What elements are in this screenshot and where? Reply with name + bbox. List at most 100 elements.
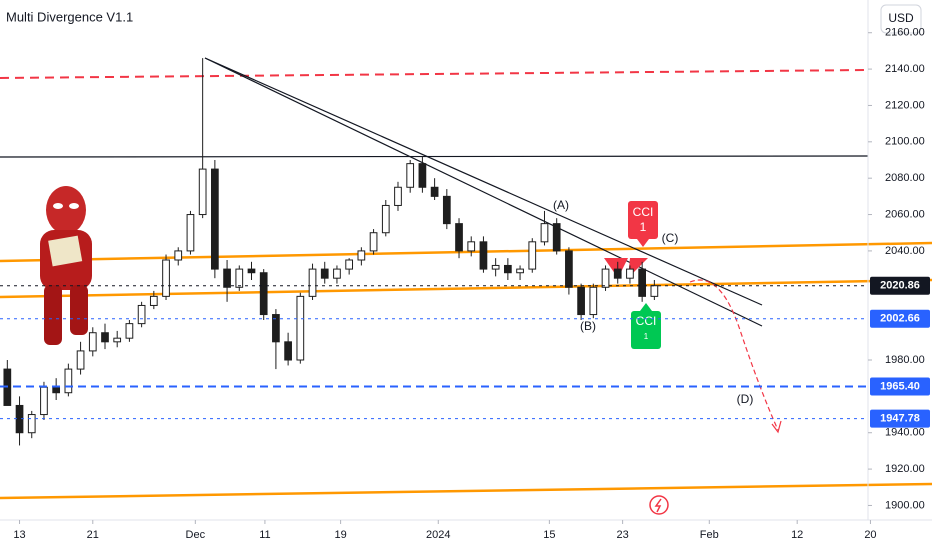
candle-body (369, 232, 378, 252)
candle-body (516, 268, 524, 274)
candle-body (577, 286, 585, 316)
horizontal-line (0, 155, 869, 158)
candle-body (638, 268, 647, 297)
channel-line (0, 482, 932, 500)
currency-button[interactable] (880, 4, 922, 34)
annotation: 1 (640, 220, 647, 234)
candle-body (101, 332, 109, 343)
candle-body (223, 268, 231, 288)
candle-body (272, 314, 280, 343)
cci-signal (631, 311, 661, 349)
candle-body (76, 350, 85, 370)
annotation: (A) (553, 198, 569, 212)
x-tick-label: 21 (87, 529, 99, 541)
projection-arrow (689, 279, 779, 431)
channel-line (0, 241, 932, 263)
candle-body (491, 264, 500, 270)
candle-body (296, 295, 305, 361)
candle-body (455, 223, 463, 252)
annotation: CCI (633, 205, 654, 219)
channel-line (0, 278, 932, 299)
price-label: 1965.40 (880, 380, 920, 392)
candle-body (284, 341, 292, 361)
annotation: (D) (737, 392, 754, 406)
x-tick-label: 15 (543, 529, 555, 541)
candle-body (479, 241, 488, 270)
event-icon-bolt (654, 498, 662, 513)
cci-pointer (637, 239, 649, 247)
price-label: 2020.86 (880, 280, 920, 292)
price-label-box (870, 309, 930, 328)
annotation: CCI (636, 314, 657, 328)
x-tick-label: 23 (616, 529, 628, 541)
cci-pointer (640, 303, 652, 311)
candle-body (137, 304, 146, 325)
annotation: 1 (644, 332, 649, 341)
candle-body (211, 168, 219, 270)
event-icon[interactable] (649, 495, 669, 515)
trend-line (204, 57, 763, 306)
candle-body (27, 414, 36, 434)
candle-body (320, 268, 329, 279)
x-tick-label: 2024 (426, 529, 450, 541)
candle-body (613, 268, 622, 279)
candle-body (125, 323, 134, 339)
y-tick-label: 2140.00 (885, 63, 925, 75)
y-tick-label: 1920.00 (885, 463, 925, 475)
candle-body (467, 241, 476, 252)
resistance-line (0, 69, 869, 79)
y-tick-label: 1900.00 (885, 499, 925, 511)
candle-body (381, 204, 390, 234)
candle-body (113, 337, 122, 343)
candle-body (259, 272, 268, 316)
candle-body (162, 259, 170, 297)
annotation: (B) (580, 319, 596, 333)
candle-body (406, 163, 415, 188)
candle-body (198, 168, 207, 216)
candle-body (540, 223, 549, 243)
candle-body (333, 268, 341, 279)
y-tick-label: 2060.00 (885, 208, 925, 220)
candle-body (15, 404, 24, 434)
candle-body (589, 286, 598, 316)
y-tick-label: 1940.00 (885, 427, 925, 439)
candle-body (40, 386, 48, 416)
x-tick-label: 13 (13, 529, 25, 541)
character-sticker (40, 186, 92, 345)
indicator-title: Multi Divergence V1.1 (6, 9, 133, 24)
candle-body (186, 214, 195, 252)
candle-body (345, 259, 354, 270)
x-tick-label: 11 (259, 529, 270, 541)
y-tick-label: 2100.00 (885, 136, 925, 148)
candle-body (430, 186, 439, 197)
y-tick-label: 2080.00 (885, 172, 925, 184)
candle-body (442, 195, 451, 225)
price-label-box (870, 409, 930, 428)
price-label-box (870, 377, 930, 396)
candle-body (149, 295, 158, 306)
candle-body (235, 268, 244, 288)
candle-body (626, 268, 634, 279)
candle-body (504, 264, 512, 274)
candle-body (394, 186, 402, 206)
trend-line (204, 57, 763, 327)
cci-signal (628, 201, 658, 239)
price-label: 2002.66 (880, 313, 920, 325)
plot-area (3, 58, 659, 446)
candle-body (88, 332, 97, 352)
y-tick-label: 2160.00 (885, 27, 925, 39)
x-tick-label: Feb (700, 529, 719, 541)
price-label-box (870, 276, 930, 295)
candle-body (52, 386, 61, 394)
candle-body (174, 250, 183, 261)
candle-body (64, 368, 73, 394)
candle-body (418, 163, 427, 188)
y-tick-label: 2040.00 (885, 245, 925, 257)
candle-body (565, 250, 573, 288)
arrow-head (771, 420, 782, 434)
candle-body (552, 223, 561, 252)
candle-body (308, 268, 317, 297)
